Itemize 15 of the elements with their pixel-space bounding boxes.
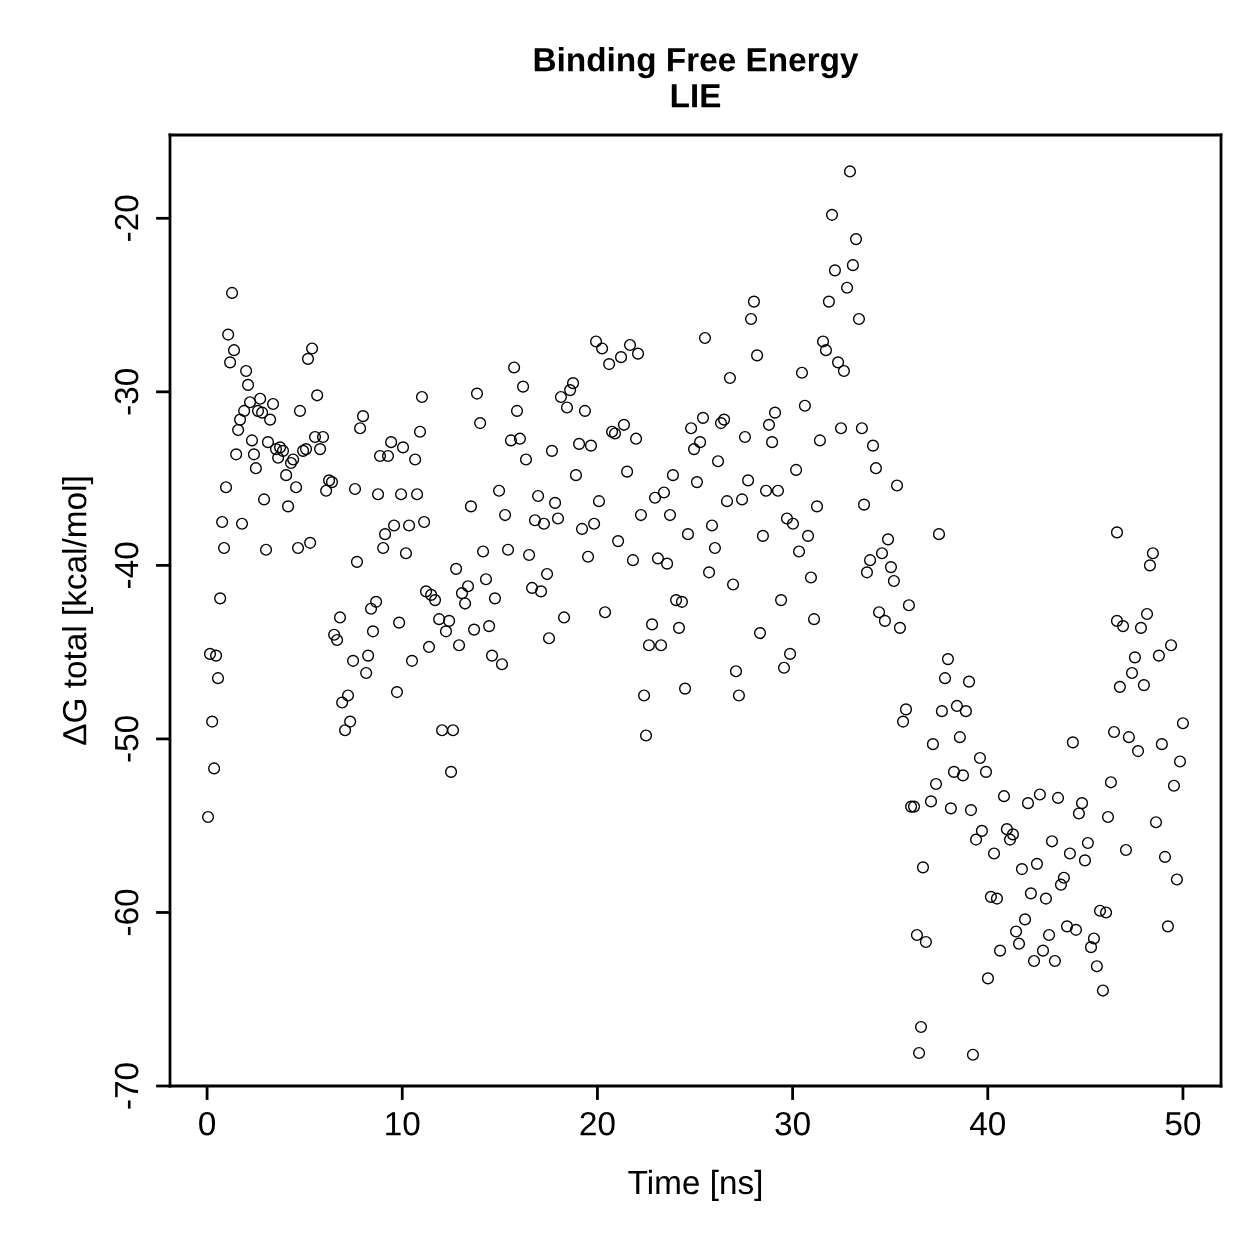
y-tick-label: -50 <box>114 716 139 762</box>
x-tick-label: 10 <box>386 1111 420 1136</box>
y-tick-label: -20 <box>114 195 139 241</box>
x-tick-label: 20 <box>580 1111 615 1136</box>
y-tick-label: -60 <box>114 889 139 936</box>
y-tick-label: -30 <box>114 369 139 415</box>
y-tick-label: -70 <box>114 1063 139 1109</box>
y-tick-label: -40 <box>114 542 139 588</box>
chart-title: Binding Free Energy LIE <box>534 47 859 108</box>
x-tick-label: 40 <box>970 1111 1006 1136</box>
x-tick-label: 50 <box>1165 1111 1201 1136</box>
x-tick-label: 30 <box>775 1111 810 1136</box>
x-tick-label: 0 <box>199 1111 216 1136</box>
x-axis-title: Time [ns] <box>628 1169 762 1201</box>
y-axis-title: ΔG total [kcal/mol] <box>62 477 94 745</box>
